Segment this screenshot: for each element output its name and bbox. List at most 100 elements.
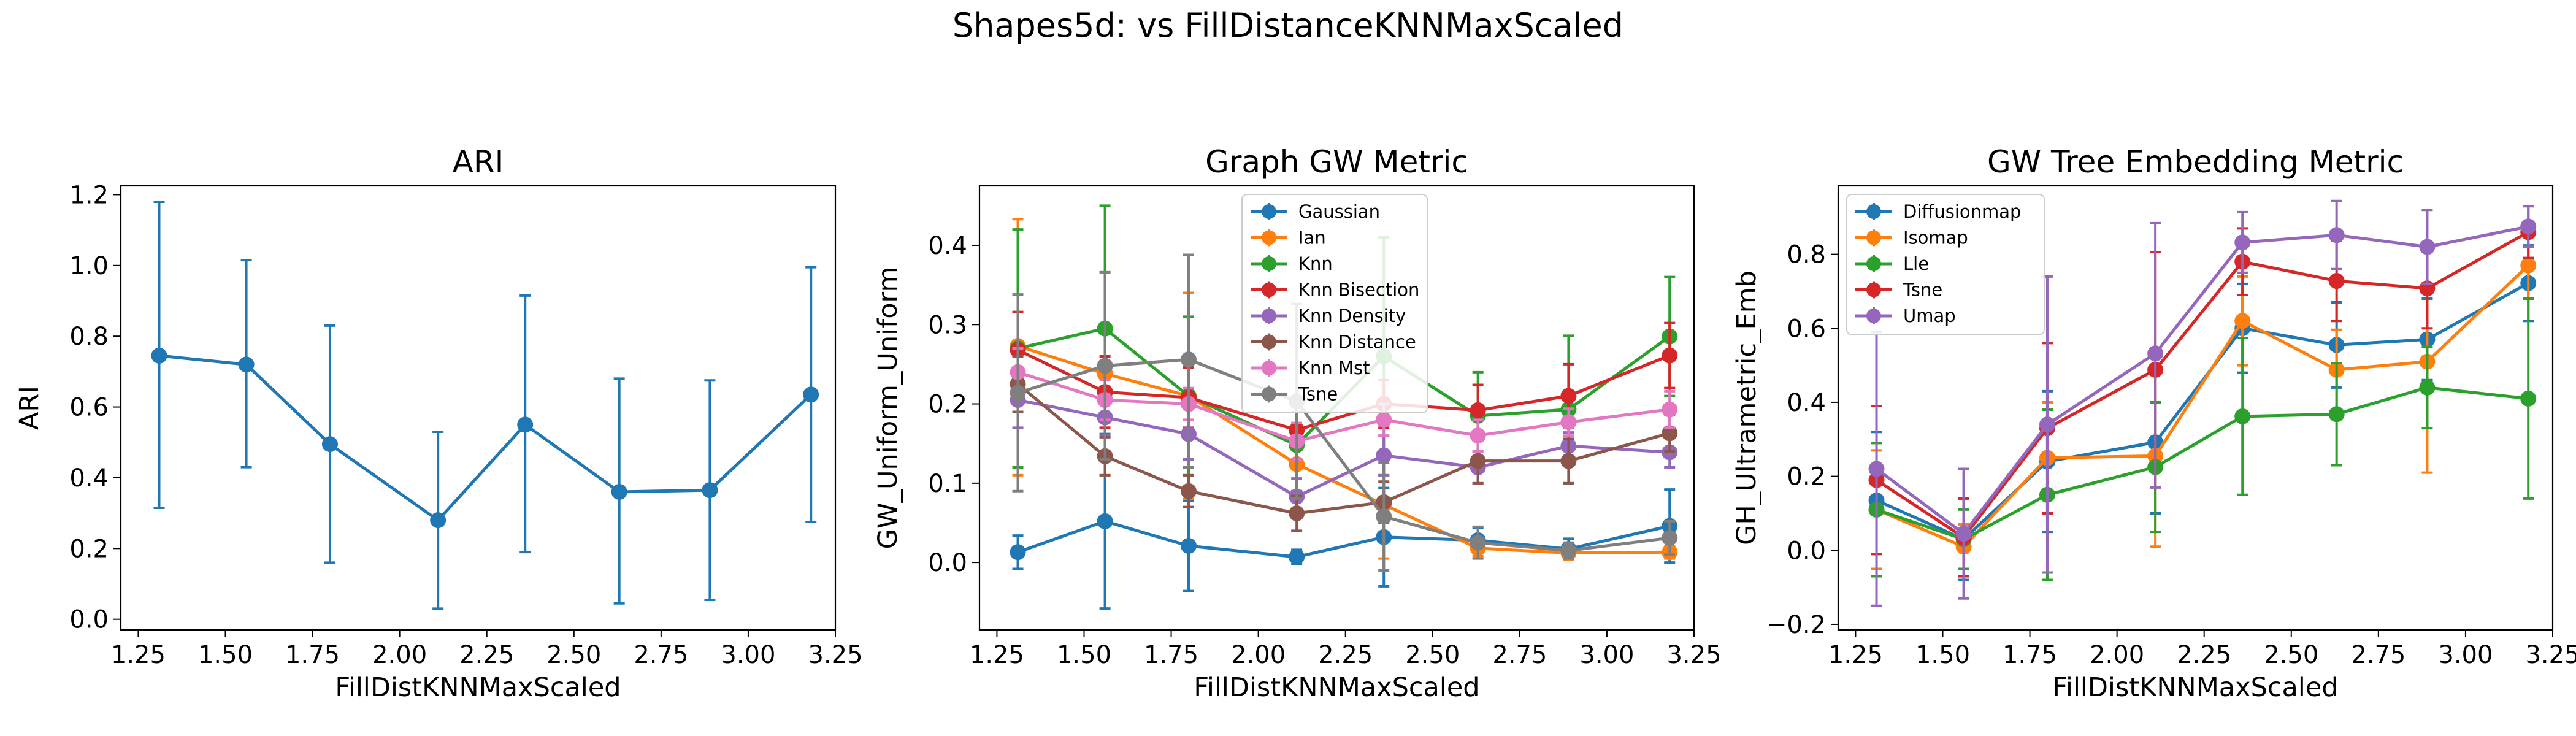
x-tick-label: 3.00 [721, 641, 775, 669]
x-tick-label: 3.25 [2525, 641, 2576, 669]
legend-label: Knn [1298, 253, 1333, 274]
series-line [1018, 398, 1670, 499]
legend-marker [1866, 204, 1881, 219]
series-line [159, 354, 812, 523]
data-point [2234, 234, 2251, 251]
series-line [1016, 383, 1670, 515]
x-tick-label: 2.25 [1318, 641, 1373, 669]
y-tick-label: 0.2 [69, 535, 109, 563]
data-point [2328, 227, 2345, 243]
y-tick-label: 0.0 [1787, 537, 1826, 565]
data-point [1868, 461, 1885, 477]
legend-label: Tsne [1903, 280, 1942, 301]
data-point [1010, 544, 1026, 561]
legend-marker [1262, 282, 1276, 297]
subplot-3: GW Tree Embedding Metric 1.25 1.50 1.75 2.00… [1731, 144, 2576, 703]
data-point [1560, 542, 1577, 559]
y-tick-label: 0.6 [1787, 315, 1826, 343]
data-point [1289, 505, 1305, 521]
data-point [1180, 351, 1197, 368]
x-tick-label: 1.75 [285, 641, 340, 669]
data-point [1470, 402, 1486, 418]
x-tick-label: 3.25 [808, 641, 862, 669]
data-point [2328, 273, 2345, 289]
data-point [2520, 218, 2537, 235]
y-tick-label: −0.2 [1766, 611, 1826, 639]
data-point [2419, 239, 2436, 255]
legend-box [1241, 194, 1428, 413]
data-point [1180, 537, 1197, 554]
data-point [1010, 385, 1026, 401]
x-tick-label: 1.25 [970, 641, 1024, 669]
legend: Diffusionmap Isomap Lle Tsne Umap [1846, 194, 2045, 335]
series-umap [1868, 199, 2537, 607]
data-point [611, 484, 627, 500]
data-point [1662, 347, 1678, 364]
legend-marker [1262, 204, 1276, 219]
figure-title: Shapes5d: vs FillDistanceKNNMaxScaled [953, 6, 1623, 45]
legend-label: Tsne [1298, 384, 1338, 405]
legend-label: Diffusionmap [1903, 201, 2021, 222]
x-tick-label: 1.25 [1828, 641, 1883, 669]
x-tick-label: 2.50 [1405, 641, 1460, 669]
data-point [1470, 534, 1486, 551]
data-point [1470, 427, 1486, 444]
data-point [1376, 508, 1392, 525]
x-tick-label: 2.00 [372, 641, 427, 669]
legend-label: Knn Distance [1298, 332, 1416, 353]
data-point [1662, 530, 1678, 546]
y-tick-label: 0.3 [928, 311, 967, 339]
legend-marker [1262, 361, 1276, 375]
data-point [1560, 414, 1577, 431]
data-point [2520, 390, 2537, 407]
data-point [321, 436, 338, 453]
data-point [238, 356, 255, 373]
data-point [2147, 345, 2164, 362]
series-line [1876, 282, 2529, 542]
subplot-title: Graph GW Metric [1205, 144, 1468, 180]
x-tick-label: 2.75 [1492, 641, 1547, 669]
legend-marker [1866, 282, 1881, 297]
data-point [1097, 513, 1113, 529]
legend-label: Gaussian [1298, 201, 1380, 222]
series-line [1876, 224, 2529, 536]
data-point [2039, 416, 2055, 433]
axes-frame [978, 185, 1695, 631]
x-axis-label: FillDistKNNMaxScaled [1194, 672, 1479, 703]
legend-marker [1262, 334, 1276, 350]
legend-marker [1262, 386, 1276, 402]
y-tick-label: 1.0 [69, 252, 109, 280]
data-point [1097, 358, 1113, 374]
legend-marker [1262, 230, 1276, 245]
x-tick-label: 1.50 [198, 641, 253, 669]
subplot-2: Graph GW Metric 1.25 1.50 1.75 2.00 2.25 2.50 2… [873, 144, 1722, 703]
data-point [517, 416, 534, 433]
series-line [1017, 370, 1670, 443]
legend-box [1846, 194, 2045, 335]
legend-label: Ian [1298, 228, 1326, 248]
y-tick-label: 0.0 [928, 549, 967, 577]
x-tick-label: 2.50 [546, 641, 601, 669]
data-point [151, 347, 167, 364]
x-tick-label: 2.00 [1231, 641, 1286, 669]
data-point [1560, 388, 1577, 404]
x-tick-label: 2.75 [2351, 641, 2405, 669]
y-tick-label: 0.4 [1787, 389, 1826, 417]
legend-label: Knn Mst [1298, 358, 1370, 378]
data-point [803, 386, 819, 403]
x-tick-label: 1.50 [1057, 641, 1111, 669]
data-point [2234, 313, 2251, 329]
y-tick-label: 0.0 [69, 606, 109, 634]
data-point [2328, 406, 2345, 423]
data-point [2520, 257, 2537, 274]
legend: Gaussian Ian Knn Knn Bisection Knn Density Kn… [1241, 194, 1428, 413]
axes-frame [120, 185, 837, 631]
y-axis-label: GH_Ultrametric_Emb [1731, 270, 1762, 545]
data-point [2419, 379, 2436, 396]
x-axis-label: FillDistKNNMaxScaled [2052, 672, 2338, 703]
data-point [1470, 453, 1486, 469]
x-tick-label: 2.25 [2177, 641, 2231, 669]
data-point [1289, 549, 1305, 565]
legend-marker [1866, 256, 1881, 271]
